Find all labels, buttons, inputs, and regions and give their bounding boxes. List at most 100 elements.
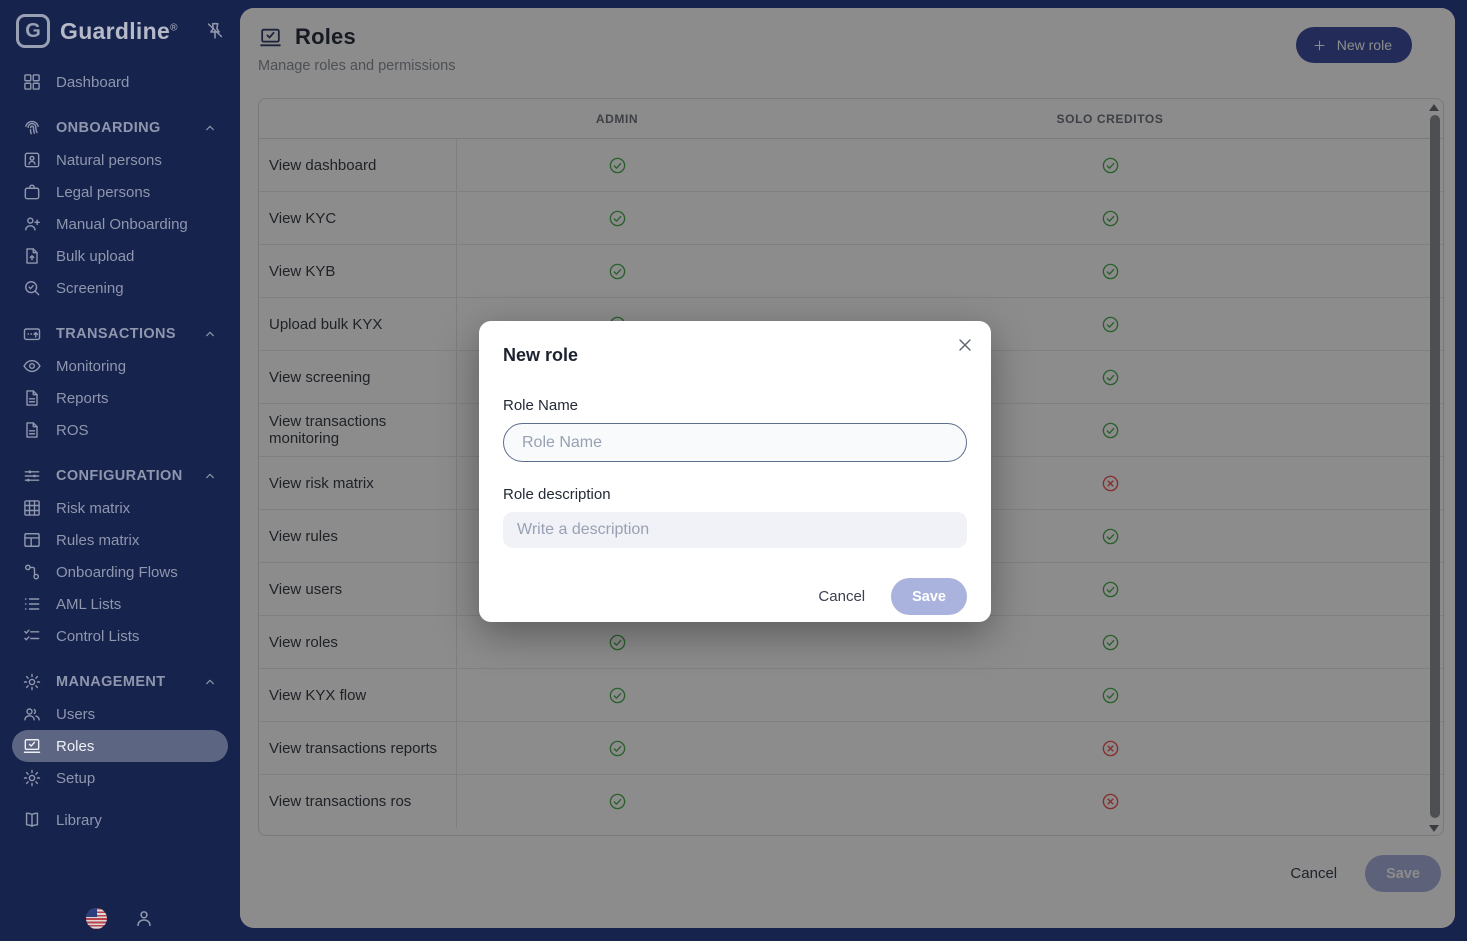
sidebar-item-rules-matrix[interactable]: Rules matrix [12,524,228,556]
permission-name: View KYX flow [259,669,457,721]
sidebar-item-legal-persons[interactable]: Legal persons [12,176,228,208]
permission-cell-solo_creditos [777,298,1443,350]
sidebar-item-ros[interactable]: ROS [12,414,228,446]
sidebar-section-configuration[interactable]: CONFIGURATION [12,460,228,492]
eye-icon [22,356,42,376]
check-circle-icon [1101,315,1120,334]
column-header-admin: ADMIN [595,111,639,126]
permission-cell-admin [457,616,777,668]
role-description-label: Role description [503,486,611,503]
sliders-icon [22,466,42,486]
role-description-input[interactable] [503,512,967,548]
close-icon[interactable] [955,335,975,355]
user-profile-icon[interactable] [133,907,155,929]
nav-label: Risk matrix [56,499,131,517]
permission-name: View KYB [259,245,457,297]
sidebar-item-screening[interactable]: Screening [12,272,228,304]
sidebar-footer [0,897,240,941]
nav-label: Natural persons [56,151,162,169]
sidebar-section-transactions[interactable]: TRANSACTIONS [12,318,228,350]
table-row: View KYC [259,192,1443,245]
gear-icon [22,672,42,692]
sidebar-item-bulk-upload[interactable]: Bulk upload [12,240,228,272]
permission-cell-solo_creditos [777,510,1443,562]
logo: G Guardline® [0,0,240,58]
dialog-save-button[interactable]: Save [891,578,967,615]
permission-cell-solo_creditos [777,192,1443,244]
page-cancel-button[interactable]: Cancel [1290,865,1338,882]
nav-label: CONFIGURATION [56,468,183,484]
roles-icon [22,736,42,756]
sidebar-item-manual-onboarding[interactable]: Manual Onboarding [12,208,228,240]
check-circle-icon [608,209,627,228]
permission-cell-solo_creditos [777,669,1443,721]
nav-label: Monitoring [56,357,127,375]
permission-cell-admin [457,192,777,244]
sidebar-item-library[interactable]: Library [12,804,228,836]
sidebar-item-setup[interactable]: Setup [12,762,228,794]
table-row: View dashboard [259,139,1443,192]
dialog-cancel-button[interactable]: Cancel [818,588,866,605]
sidebar-item-reports[interactable]: Reports [12,382,228,414]
check-circle-icon [1101,368,1120,387]
permission-name: View roles [259,616,457,668]
permission-cell-solo_creditos [777,563,1443,615]
role-name-input[interactable] [503,423,967,462]
document-icon [22,388,42,408]
nav-label: Dashboard [56,73,130,91]
page-save-button[interactable]: Save [1365,855,1441,892]
x-circle-icon [1101,792,1120,811]
permission-cell-solo_creditos [777,616,1443,668]
sidebar-section-management[interactable]: MANAGEMENT [12,666,228,698]
sidebar-item-users[interactable]: Users [12,698,228,730]
permission-cell-admin [457,245,777,297]
sidebar-item-natural-persons[interactable]: Natural persons [12,144,228,176]
table-row: View transactions ros [259,775,1443,828]
x-circle-icon [1101,474,1120,493]
permission-cell-solo_creditos [777,245,1443,297]
table-row: View KYB [259,245,1443,298]
permission-name: View transactions reports [259,722,457,774]
sidebar: G Guardline® Dashboard ONBOARDING Natural … [0,0,240,941]
nav-label: TRANSACTIONS [56,326,176,342]
nav-label: Reports [56,389,109,407]
grid-table-icon [22,498,42,518]
check-circle-icon [608,633,627,652]
sidebar-item-onboarding-flows[interactable]: Onboarding Flows [12,556,228,588]
check-circle-icon [1101,633,1120,652]
sidebar-item-monitoring[interactable]: Monitoring [12,350,228,382]
sidebar-item-risk-matrix[interactable]: Risk matrix [12,492,228,524]
unpin-sidebar-icon[interactable] [204,20,226,42]
page-subtitle: Manage roles and permissions [258,58,456,74]
check-circle-icon [608,792,627,811]
permission-cell-solo_creditos [777,139,1443,191]
permission-cell-solo_creditos [777,457,1443,509]
check-circle-icon [1101,156,1120,175]
table-scrollbar[interactable] [1430,115,1440,818]
scrollbar-up-arrow[interactable] [1429,104,1439,111]
new-role-button[interactable]: New role [1295,27,1412,63]
check-circle-icon [608,739,627,758]
sidebar-item-control-lists[interactable]: Control Lists [12,620,228,652]
permission-name: View transactions monitoring [259,404,457,456]
gear-icon [22,768,42,788]
scrollbar-down-arrow[interactable] [1429,825,1439,832]
permission-cell-admin [457,139,777,191]
sidebar-item-aml-lists[interactable]: AML Lists [12,588,228,620]
nav-label: Setup [56,769,96,787]
sidebar-item-roles[interactable]: Roles [12,730,228,762]
permission-name: View dashboard [259,139,457,191]
check-circle-icon [608,262,627,281]
check-circle-icon [608,156,627,175]
file-upload-icon [22,246,42,266]
permission-name: Upload bulk KYX [259,298,457,350]
x-circle-icon [1101,739,1120,758]
check-circle-icon [1101,262,1120,281]
nav-label: ROS [56,421,89,439]
permission-cell-admin [457,775,777,828]
sidebar-section-onboarding[interactable]: ONBOARDING [12,112,228,144]
permission-name: View risk matrix [259,457,457,509]
nav-label: AML Lists [56,595,122,613]
sidebar-item-dashboard[interactable]: Dashboard [12,66,228,98]
language-flag-us-icon[interactable] [85,907,107,929]
